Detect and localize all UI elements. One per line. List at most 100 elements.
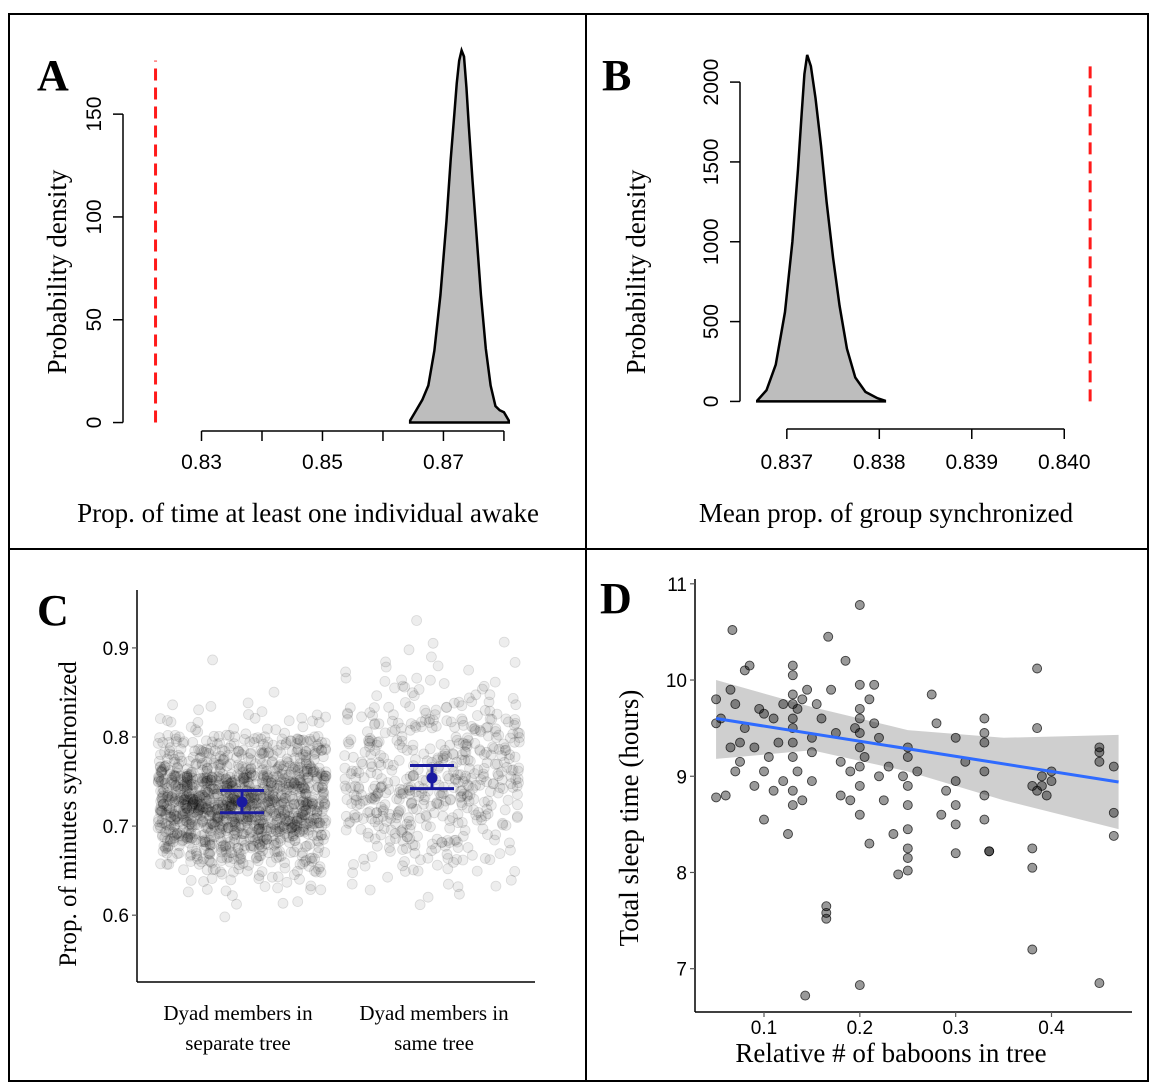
jitter-point [288, 764, 300, 775]
jitter-point [222, 795, 234, 807]
jitter-point [422, 852, 434, 864]
jitter-point [184, 792, 196, 803]
jitter-point [245, 792, 257, 804]
jitter-point [220, 825, 232, 836]
jitter-point [459, 746, 471, 757]
jitter-point [160, 826, 172, 838]
jitter-point [420, 820, 432, 831]
jitter-point [182, 810, 194, 821]
jitter-point [274, 774, 286, 786]
jitter-point [154, 803, 166, 815]
jitter-point [298, 821, 310, 832]
jitter-point [431, 859, 443, 871]
jitter-point [497, 817, 508, 829]
jitter-point [386, 726, 398, 737]
jitter-point [254, 823, 265, 835]
x-tick-label: 0.838 [853, 451, 906, 474]
data-point [720, 790, 731, 801]
jitter-point [459, 825, 471, 836]
jitter-point [286, 821, 298, 833]
jitter-point [442, 835, 453, 846]
jitter-point [213, 759, 225, 771]
jitter-point [277, 821, 288, 832]
jitter-point [407, 770, 419, 782]
jitter-point [157, 798, 169, 810]
jitter-point [159, 832, 171, 843]
jitter-point [311, 709, 323, 721]
jitter-point [504, 749, 516, 761]
panel-a-border [8, 13, 587, 550]
jitter-point [292, 783, 303, 795]
jitter-point [504, 844, 516, 856]
jitter-point [277, 780, 289, 792]
jitter-point [283, 832, 295, 843]
jitter-point [283, 769, 295, 780]
jitter-point [202, 775, 213, 787]
jitter-point [257, 774, 268, 786]
jitter-point [193, 802, 205, 814]
jitter-point [293, 769, 305, 780]
jitter-point [470, 780, 482, 791]
jitter-point [173, 847, 185, 859]
jitter-point [305, 880, 317, 892]
jitter-point [155, 822, 167, 834]
jitter-point [401, 831, 413, 843]
jitter-point [251, 852, 263, 863]
data-point [797, 694, 808, 705]
jitter-point [289, 835, 301, 846]
jitter-point [314, 861, 326, 873]
jitter-point [225, 777, 237, 789]
jitter-point [317, 795, 329, 807]
jitter-point [291, 825, 303, 837]
jitter-point [278, 773, 290, 785]
jitter-point [280, 816, 292, 827]
jitter-point [474, 745, 486, 757]
jitter-point [442, 770, 454, 782]
jitter-point [201, 884, 213, 895]
jitter-point [193, 791, 205, 803]
jitter-point [380, 661, 392, 673]
jitter-point [158, 798, 170, 809]
jitter-point [319, 829, 331, 841]
jitter-point [187, 772, 198, 784]
jitter-point [456, 799, 468, 811]
jitter-point [396, 735, 408, 747]
x-tick-label: 0.839 [945, 451, 998, 474]
jitter-point [234, 852, 246, 864]
jitter-point [468, 793, 480, 805]
jitter-point [366, 735, 378, 746]
jitter-point [221, 775, 233, 786]
jitter-point [295, 811, 307, 823]
jitter-point [237, 858, 249, 869]
jitter-point [216, 744, 228, 756]
jitter-point [173, 731, 185, 743]
jitter-point [316, 782, 328, 793]
jitter-point [307, 795, 319, 806]
jitter-point [181, 763, 193, 775]
jitter-point [213, 770, 225, 782]
jitter-point [198, 829, 210, 840]
jitter-point [256, 748, 267, 759]
jitter-point [181, 771, 193, 783]
jitter-point [471, 814, 483, 826]
jitter-point [341, 794, 353, 805]
jitter-point [255, 850, 267, 862]
jitter-point [181, 770, 193, 782]
jitter-point [339, 773, 351, 785]
jitter-point [500, 820, 512, 831]
jitter-point [269, 846, 281, 857]
jitter-point [160, 760, 172, 771]
jitter-point [196, 759, 208, 771]
jitter-point [242, 824, 254, 836]
jitter-point [164, 795, 176, 806]
jitter-point [238, 835, 250, 847]
jitter-point [427, 714, 439, 726]
jitter-point [493, 729, 505, 741]
data-point [787, 670, 798, 681]
jitter-point [464, 763, 475, 774]
jitter-point [438, 678, 450, 689]
jitter-point [369, 780, 381, 792]
jitter-point [387, 709, 399, 721]
jitter-point [261, 741, 273, 753]
jitter-point [203, 748, 215, 759]
